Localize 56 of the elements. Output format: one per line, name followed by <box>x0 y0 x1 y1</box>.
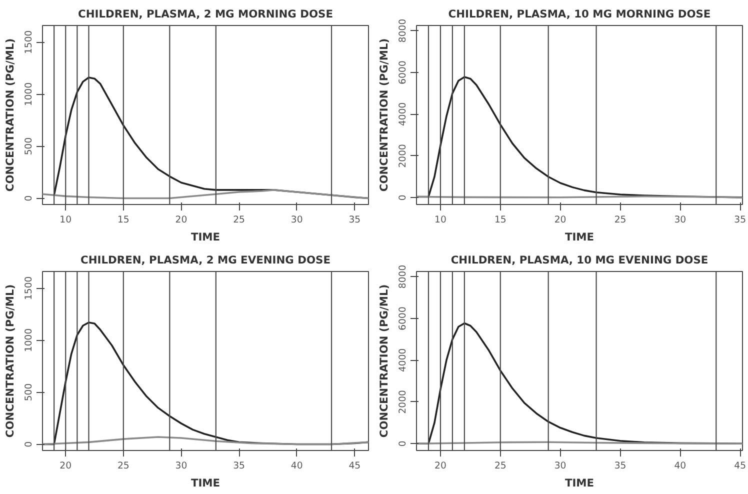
y-tick-label: 0 <box>398 440 408 447</box>
line-series <box>42 436 368 446</box>
x-tick-label: 15 <box>494 214 506 226</box>
x-tick-label: 25 <box>614 214 626 226</box>
x-tick-label: 30 <box>554 460 566 472</box>
y-tick-label: 2000 <box>398 144 408 168</box>
chart-title: CHILDREN, PLASMA, 10 MG MORNING DOSE <box>448 8 711 20</box>
chart-title: CHILDREN, PLASMA, 10 MG EVENING DOSE <box>450 254 708 266</box>
x-tick-label: 25 <box>233 214 246 226</box>
y-tick-label: 4000 <box>398 102 408 126</box>
y-tick-label: 0 <box>24 195 34 202</box>
y-axis-title: CONCENTRATION (PG/ML) <box>378 284 390 438</box>
x-axis-title: TIME <box>190 476 220 490</box>
y-tick-label: 6000 <box>398 60 408 84</box>
y-tick-label: 1000 <box>24 82 34 106</box>
x-tick-label: 40 <box>290 460 303 472</box>
y-axis-title: CONCENTRATION (PG/ML) <box>4 284 16 438</box>
y-tick-label: 4000 <box>398 348 408 372</box>
x-tick-label: 45 <box>348 460 361 472</box>
y-tick-label: 500 <box>24 137 34 156</box>
y-axis-title: CONCENTRATION (PG/ML) <box>378 38 390 192</box>
x-tick-label: 20 <box>554 214 566 226</box>
x-tick-label: 20 <box>60 460 72 472</box>
y-tick-label: 1500 <box>24 30 34 54</box>
x-tick-label: 30 <box>674 214 686 226</box>
y-tick-label: 1000 <box>24 328 34 352</box>
x-tick-label: 20 <box>175 214 188 226</box>
x-tick-label: 25 <box>117 460 130 472</box>
chart-title: CHILDREN, PLASMA, 2 MG EVENING DOSE <box>80 254 330 266</box>
x-tick-label: 35 <box>233 460 246 472</box>
y-tick-label: 6000 <box>398 306 408 330</box>
x-tick-label: 30 <box>290 214 303 226</box>
x-axis-title: TIME <box>190 230 220 244</box>
x-tick-label: 35 <box>614 460 626 472</box>
chart-title: CHILDREN, PLASMA, 2 MG MORNING DOSE <box>78 8 334 20</box>
y-tick-label: 8000 <box>398 18 408 43</box>
y-tick-label: 8000 <box>398 264 408 289</box>
y-tick-label: 0 <box>398 194 408 201</box>
y-tick-label: 0 <box>24 441 34 448</box>
x-tick-label: 30 <box>175 460 188 472</box>
x-tick-label: 35 <box>348 214 361 226</box>
line-series <box>42 189 368 200</box>
y-tick-label: 2000 <box>398 390 408 414</box>
x-axis-title: TIME <box>564 230 594 244</box>
x-tick-label: 40 <box>674 460 686 472</box>
x-tick-label: 20 <box>434 460 446 472</box>
x-tick-label: 10 <box>434 214 446 226</box>
y-tick-label: 1500 <box>24 276 34 300</box>
x-tick-label: 25 <box>494 460 506 472</box>
x-tick-label: 15 <box>117 214 130 226</box>
y-tick-label: 500 <box>24 383 34 402</box>
x-tick-label: 45 <box>734 460 746 472</box>
x-axis-title: TIME <box>564 476 594 490</box>
x-tick-label: 10 <box>60 214 72 226</box>
y-axis-title: CONCENTRATION (PG/ML) <box>4 38 16 192</box>
x-tick-label: 35 <box>734 214 746 226</box>
